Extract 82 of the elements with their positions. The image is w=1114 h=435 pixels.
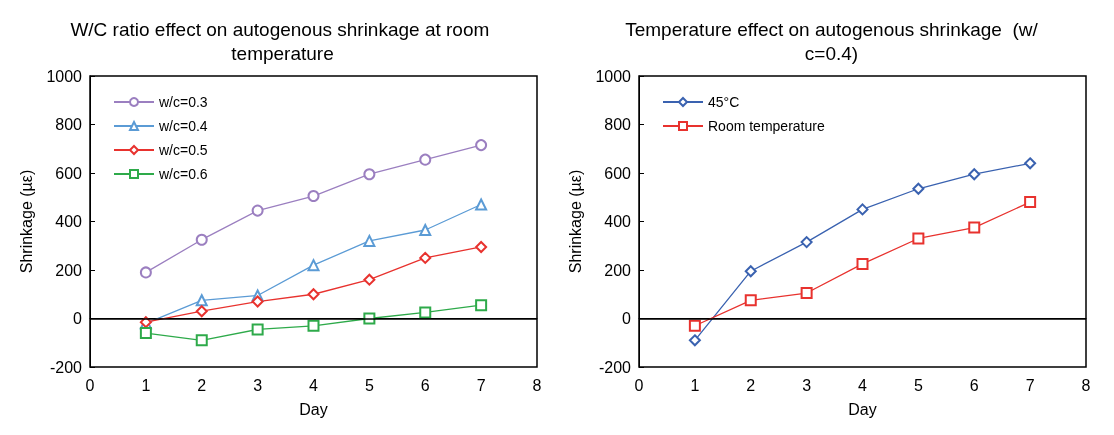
x-tick-label: 8 <box>532 376 542 394</box>
point <box>744 265 757 278</box>
x-tick-label: 0 <box>85 376 95 394</box>
legend-label: 45°C <box>708 94 740 110</box>
point <box>800 287 813 300</box>
x-tick-label: 4 <box>309 376 319 394</box>
point <box>139 327 152 340</box>
legend-label: w/c=0.4 <box>158 118 208 134</box>
y-tick-label: 400 <box>55 213 83 230</box>
point <box>419 306 432 319</box>
y-axis-title: Shrinkage (µε) <box>17 169 35 274</box>
x-tick-label: 7 <box>1025 376 1035 394</box>
point <box>744 294 757 307</box>
x-tick-label: 8 <box>1081 376 1091 394</box>
point <box>419 153 432 166</box>
x-tick-label: 0 <box>634 376 644 394</box>
x-tick-label: 6 <box>420 376 430 394</box>
y-tick-label: 1000 <box>46 67 83 85</box>
point <box>688 334 701 347</box>
point <box>1024 157 1037 170</box>
point <box>475 139 488 152</box>
x-tick-label: 7 <box>476 376 486 394</box>
x-tick-label: 5 <box>913 376 923 394</box>
x-tick-label: 2 <box>197 376 207 394</box>
y-tick-label: 0 <box>622 310 632 327</box>
point <box>912 232 925 245</box>
legend-label: w/c=0.5 <box>158 142 208 158</box>
x-tick-label: 1 <box>141 376 151 394</box>
point <box>688 319 701 332</box>
point <box>307 319 320 332</box>
chart-title: W/C ratio effect on autogenous shrinkage at room temperature <box>70 18 495 64</box>
point <box>195 334 208 347</box>
legend-label: w/c=0.3 <box>158 94 208 110</box>
legend-label: w/c=0.6 <box>158 166 208 182</box>
y-tick-label: -200 <box>49 358 83 376</box>
y-tick-label: 800 <box>55 116 83 133</box>
x-tick-label: 3 <box>802 376 812 394</box>
point <box>968 168 981 181</box>
x-axis-title: Day <box>299 400 328 418</box>
legend-label: Room temperature <box>708 118 825 134</box>
point <box>856 203 869 216</box>
y-tick-label: 0 <box>73 310 83 327</box>
point <box>307 288 320 301</box>
point <box>195 233 208 246</box>
x-tick-label: 2 <box>746 376 756 394</box>
y-tick-label: 400 <box>604 213 632 230</box>
point <box>307 259 320 272</box>
x-axis-title: Day <box>848 400 877 418</box>
point <box>363 234 376 247</box>
point <box>475 198 488 211</box>
point <box>912 182 925 195</box>
point <box>251 295 264 308</box>
point <box>968 221 981 234</box>
x-tick-label: 5 <box>364 376 374 394</box>
point <box>251 204 264 217</box>
point <box>363 273 376 286</box>
point <box>800 236 813 249</box>
point <box>419 251 432 264</box>
y-tick-label: 800 <box>604 116 632 133</box>
point <box>195 294 208 307</box>
point <box>856 257 869 270</box>
point <box>195 305 208 318</box>
x-tick-label: 3 <box>253 376 263 394</box>
y-tick-label: -200 <box>598 358 632 376</box>
point <box>139 266 152 279</box>
x-tick-label: 4 <box>858 376 868 394</box>
point <box>419 223 432 236</box>
point <box>475 240 488 253</box>
point <box>475 299 488 312</box>
y-axis-title: Shrinkage (µε) <box>566 169 584 274</box>
x-tick-label: 6 <box>969 376 979 394</box>
point <box>1024 196 1037 209</box>
y-tick-label: 600 <box>55 164 83 182</box>
point <box>251 323 264 336</box>
y-tick-label: 1000 <box>595 67 632 85</box>
y-tick-label: 200 <box>55 261 83 279</box>
point <box>363 168 376 181</box>
y-tick-label: 200 <box>604 261 632 279</box>
y-tick-label: 600 <box>604 164 632 182</box>
chart-title: Temperature effect on autogenous shrinkage (w/c=0.4) <box>625 18 1039 64</box>
x-tick-label: 1 <box>690 376 700 394</box>
point <box>307 190 320 203</box>
